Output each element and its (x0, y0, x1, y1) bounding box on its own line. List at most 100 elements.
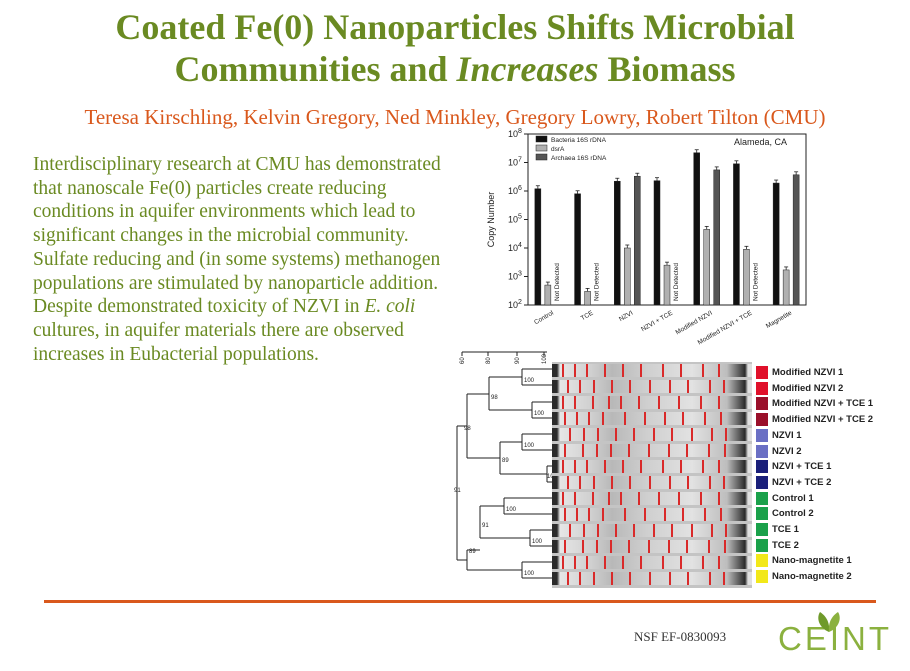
gel-legend-swatch (756, 475, 768, 489)
gel-band (611, 476, 613, 489)
gel-band (687, 380, 689, 393)
gel-legend-swatch (756, 554, 768, 568)
gel-band (718, 364, 720, 377)
x-tick-label: NZVI + TCE (640, 309, 674, 333)
gel-band (640, 556, 642, 569)
body-paragraph: Interdisciplinary research at CMU has de… (33, 153, 445, 366)
authors: Teresa Kirschling, Kelvin Gregory, Ned M… (84, 105, 826, 129)
gel-band (608, 492, 610, 505)
gel-band (564, 412, 566, 425)
gel-band (610, 540, 612, 553)
gel-band (564, 540, 566, 553)
not-detected-label: Not Detected (554, 263, 561, 301)
node-label: 91 (482, 523, 489, 529)
gel-band (604, 460, 606, 473)
gel-legend-label: TCE 2 (772, 539, 799, 551)
gel-band (687, 476, 689, 489)
gel-lane (552, 492, 752, 505)
title-italic: Increases (456, 49, 599, 89)
bar (634, 175, 641, 306)
gel-band (678, 492, 680, 505)
gel-band (644, 508, 646, 521)
gel-band (678, 396, 680, 409)
gel-band (668, 444, 670, 457)
gel-band (649, 572, 651, 585)
y-axis-label: Copy Number (486, 192, 496, 248)
gel-band (597, 524, 599, 537)
gel-band (640, 364, 642, 377)
gel-band (576, 508, 578, 521)
gel-band (629, 572, 631, 585)
gel-legend-swatch (756, 523, 768, 536)
gel-band (653, 524, 655, 537)
gel-legend-item: Nano-magnetite 1 (756, 554, 896, 568)
legend-label: dsrA (551, 146, 565, 153)
gel-legend-item: Modified NZVI + TCE 1 (756, 397, 896, 411)
gel-band (608, 396, 610, 409)
gel-band (682, 508, 684, 521)
gel-band (700, 396, 702, 409)
node-label: 100 (524, 443, 535, 449)
gel-band (620, 492, 622, 505)
scale-tick-80: 80 (486, 357, 492, 364)
gel-band (680, 556, 682, 569)
y-tick-label: 108 (508, 128, 522, 139)
gel-band (586, 556, 588, 569)
gel-band (596, 540, 598, 553)
gel-band (579, 476, 581, 489)
node-label: 100 (524, 378, 535, 384)
gel-lane (552, 412, 752, 425)
title-line-1: Coated Fe(0) Nanoparticles Shifts Microb… (115, 7, 795, 47)
gel-band (574, 460, 576, 473)
gel-band (576, 412, 578, 425)
gel-legend-item: NZVI + TCE 2 (756, 475, 896, 490)
gel-legend-swatch (756, 507, 768, 521)
scale-tick-90: 90 (515, 357, 521, 364)
bar (713, 169, 720, 306)
gel-band (653, 428, 655, 441)
gel-legend-swatch (756, 366, 768, 379)
gel-legend-label: Nano-magnetite 1 (772, 555, 852, 567)
gel-band (593, 572, 595, 585)
gel-band (718, 492, 720, 505)
gel-legend-item: NZVI 2 (756, 444, 896, 459)
gel-band (658, 492, 660, 505)
gel-band (718, 396, 720, 409)
node-label: 100 (547, 474, 552, 480)
gel-legend-label: Modified NZVI 2 (772, 382, 844, 394)
gel-band (562, 492, 564, 505)
gel-band (615, 524, 617, 537)
gel-legend-item: Modified NZVI + TCE 2 (756, 413, 896, 427)
gel-lane (552, 396, 752, 409)
gel-band (709, 572, 711, 585)
gel-band (602, 412, 604, 425)
gel-legend-label: Modified NZVI 1 (772, 367, 844, 378)
bar-chart: 102 103 104 105 106 107 108 Copy Number Alameda,… (486, 128, 807, 346)
bar (703, 229, 710, 306)
gel-band (569, 428, 571, 441)
gel-band (638, 492, 640, 505)
gel-band (622, 460, 624, 473)
gel-band (725, 524, 727, 537)
gel-band (724, 540, 726, 553)
gel-lane (552, 460, 752, 473)
node-label: 100 (524, 571, 535, 577)
node-label: 89 (469, 549, 476, 555)
y-tick-label: 105 (508, 214, 522, 225)
x-tick-label: Control (533, 309, 555, 326)
gel-band (724, 444, 726, 457)
gel-band (708, 444, 710, 457)
gel-band (671, 428, 673, 441)
gel-legend-label: NZVI + TCE 2 (772, 476, 832, 488)
gel-band (592, 396, 594, 409)
gel-legend-item: Nano-magnetite 2 (756, 570, 896, 584)
gel-band (711, 428, 713, 441)
gel-legend-swatch (756, 460, 768, 474)
gel-band (709, 380, 711, 393)
gel-legend-swatch (756, 570, 768, 584)
gel-legend-item: TCE 2 (756, 538, 896, 553)
gel-band (629, 380, 631, 393)
gel-band (604, 556, 606, 569)
gel-legend-label: Modified NZVI + TCE 1 (772, 398, 874, 410)
title-part-a: Communities and (174, 49, 457, 89)
